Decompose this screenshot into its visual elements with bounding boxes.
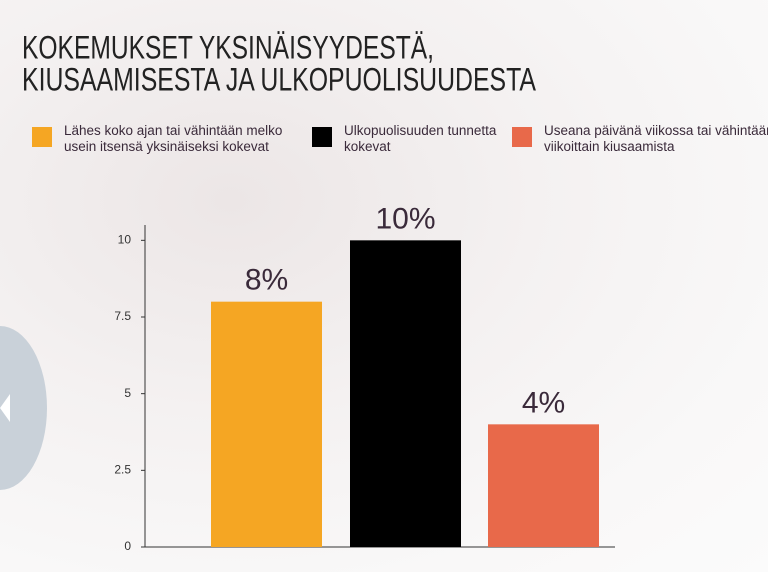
y-tick-label: 10: [118, 233, 132, 247]
bar: [211, 301, 322, 547]
legend-swatch: [32, 127, 52, 147]
value-label: 10%: [375, 202, 435, 235]
y-tick-label: 7.5: [114, 309, 131, 323]
bar: [488, 424, 599, 547]
value-label: 4%: [522, 386, 565, 419]
legend-label: Lähes koko ajan tai vähintään melko usei…: [64, 123, 283, 154]
legend-swatch: [512, 127, 532, 147]
y-tick-label: 5: [124, 386, 131, 400]
value-label: 8%: [245, 264, 288, 297]
bar: [350, 240, 461, 548]
y-tick-label: 2.5: [114, 463, 131, 477]
legend-label: Useana päivänä viikossa tai vähintään vi…: [544, 123, 768, 154]
legend-label: Ulkopuolisuuden tunnetta kokevat: [344, 123, 497, 154]
chart-title: KOKEMUKSET YKSINÄISYYDESTÄ,: [22, 29, 434, 65]
legend-swatch: [312, 127, 332, 147]
y-tick-label: 0: [124, 539, 131, 553]
nav-circle[interactable]: [0, 326, 47, 490]
nav-arrow[interactable]: [0, 394, 10, 422]
chart-title: KIUSAAMISESTA JA ULKOPUOLISUUDESTA: [22, 61, 537, 97]
